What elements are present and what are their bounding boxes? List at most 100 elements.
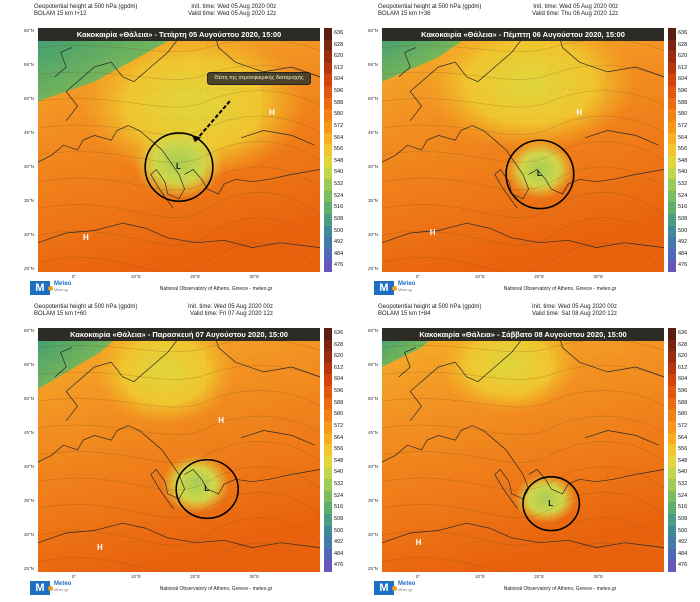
colorbar-swatch bbox=[668, 132, 676, 145]
colorbar-label: 532 bbox=[334, 481, 344, 488]
meteo-logo-mark: M bbox=[374, 581, 397, 595]
forecast-panel-1: Geopotential height at 500 hPa (gpdm) BOL… bbox=[8, 4, 348, 300]
ridge-shading bbox=[80, 28, 306, 180]
colorbar-label: 524 bbox=[678, 192, 688, 199]
colorbar-label: 492 bbox=[678, 539, 688, 546]
latitude-tick-label: 25°N bbox=[368, 566, 379, 571]
colorbar-label: 484 bbox=[678, 550, 688, 557]
longitude-tick-label: 30°E bbox=[593, 274, 604, 279]
coastline bbox=[240, 430, 315, 446]
colorbar-swatch bbox=[668, 537, 676, 550]
colorbar-label: 596 bbox=[678, 88, 688, 95]
latitude-tick-label: 45°N bbox=[24, 130, 35, 135]
colorbar-swatch bbox=[668, 167, 676, 180]
map-canvas bbox=[38, 28, 320, 272]
callout-arrow-head bbox=[191, 135, 201, 143]
colorbar-label: 540 bbox=[334, 169, 344, 176]
meteo-logo-subtext: Μέτεο γρ bbox=[398, 288, 413, 292]
colorbar-label: 508 bbox=[334, 515, 344, 522]
latitude-tick-label: 30°N bbox=[368, 232, 379, 237]
colorbar-swatch bbox=[324, 525, 332, 538]
colorbar-label: 612 bbox=[678, 64, 688, 71]
latitude-tick-label: 30°N bbox=[368, 532, 379, 537]
colorbar-swatch bbox=[324, 260, 332, 273]
colorbar-label: 524 bbox=[334, 492, 344, 499]
colorbar-label: 636 bbox=[678, 30, 688, 36]
latitude-tick-label: 55°N bbox=[368, 362, 379, 367]
height-contour bbox=[382, 390, 664, 408]
colorbar-label: 588 bbox=[678, 99, 688, 106]
colorbar bbox=[324, 328, 332, 573]
height-contour bbox=[38, 141, 320, 163]
latitude-tick-label: 35°N bbox=[368, 498, 379, 503]
longitude-tick-label: 20°E bbox=[534, 274, 545, 279]
colorbar-swatch bbox=[668, 432, 676, 445]
coastline bbox=[584, 130, 659, 146]
map-canvas bbox=[38, 328, 320, 572]
colorbar-label: 572 bbox=[334, 122, 344, 129]
latitude-tick-label: 60°N bbox=[24, 28, 35, 33]
colorbar-label: 492 bbox=[678, 239, 688, 246]
colorbar-swatch bbox=[324, 39, 332, 52]
colorbar-label: 500 bbox=[334, 527, 344, 534]
low-pressure-label: L bbox=[204, 484, 210, 494]
colorbar-label: 556 bbox=[678, 146, 688, 153]
colorbar-label: 636 bbox=[678, 330, 688, 336]
colorbar-swatch bbox=[668, 548, 676, 561]
colorbar-label: 628 bbox=[678, 341, 688, 348]
colorbar-swatch bbox=[324, 397, 332, 410]
height-contour bbox=[38, 441, 320, 463]
disturbance-circle bbox=[144, 132, 214, 203]
colorbar-swatch bbox=[668, 455, 676, 468]
credit-line: National Observatory of Athens, Greece -… bbox=[159, 286, 273, 292]
colorbar-label: 564 bbox=[678, 434, 688, 441]
colorbar-swatch bbox=[668, 62, 676, 75]
height-contour bbox=[38, 339, 320, 352]
ridge-shading bbox=[94, 328, 236, 426]
disturbance-circle bbox=[175, 458, 240, 520]
latitude-tick-label: 55°N bbox=[368, 62, 379, 67]
coastline bbox=[398, 347, 416, 378]
colorbar-swatch bbox=[668, 560, 676, 573]
colorbar-swatch bbox=[324, 339, 332, 352]
colorbar-label: 484 bbox=[678, 250, 688, 257]
colorbar-label: 548 bbox=[334, 157, 344, 164]
colorbar-label: 628 bbox=[334, 41, 344, 48]
colorbar-swatch bbox=[668, 420, 676, 434]
low-pressure-label: L bbox=[548, 498, 554, 508]
colorbar-label: 572 bbox=[334, 422, 344, 429]
colorbar-swatch bbox=[324, 51, 332, 64]
latitude-tick-label: 25°N bbox=[368, 266, 379, 271]
colorbar-label: 556 bbox=[334, 446, 344, 453]
colorbar-label: 476 bbox=[334, 562, 344, 569]
colorbar-swatch bbox=[668, 513, 676, 526]
colorbar-swatch bbox=[668, 248, 676, 261]
colorbar-label: 588 bbox=[678, 399, 688, 406]
colorbar-swatch bbox=[668, 179, 676, 192]
colorbar-swatch bbox=[324, 202, 332, 215]
meteo-logo-text: Meteo bbox=[398, 281, 416, 287]
high-pressure-label: H bbox=[218, 415, 225, 425]
colorbar-label: 596 bbox=[334, 88, 344, 95]
high-pressure-label: H bbox=[82, 232, 89, 242]
colorbar-label: 580 bbox=[678, 111, 688, 118]
meteo-logo-subtext: Μέτεο γρ bbox=[54, 288, 69, 292]
colorbar-label: 628 bbox=[334, 341, 344, 348]
colorbar-label: 508 bbox=[678, 515, 688, 522]
coastline bbox=[382, 125, 529, 209]
height-contour bbox=[38, 65, 320, 80]
colorbar-swatch bbox=[324, 444, 332, 457]
colorbar-swatch bbox=[668, 479, 676, 492]
longitude-tick-label: 30°E bbox=[249, 274, 260, 279]
colorbar-swatch bbox=[668, 39, 676, 52]
latitude-tick-label: 50°N bbox=[368, 96, 379, 101]
coastline bbox=[409, 328, 535, 421]
latitude-tick-label: 50°N bbox=[24, 396, 35, 401]
coastline bbox=[382, 222, 664, 248]
colorbar-swatch bbox=[324, 248, 332, 261]
longitude-tick-label: 20°E bbox=[190, 574, 201, 579]
cutoff-low-shading bbox=[162, 454, 230, 514]
coastline bbox=[528, 469, 664, 495]
colorbar-swatch bbox=[668, 490, 676, 503]
panel-header-left: Geopotential height at 500 hPa (gpdm) BOL… bbox=[34, 4, 138, 17]
